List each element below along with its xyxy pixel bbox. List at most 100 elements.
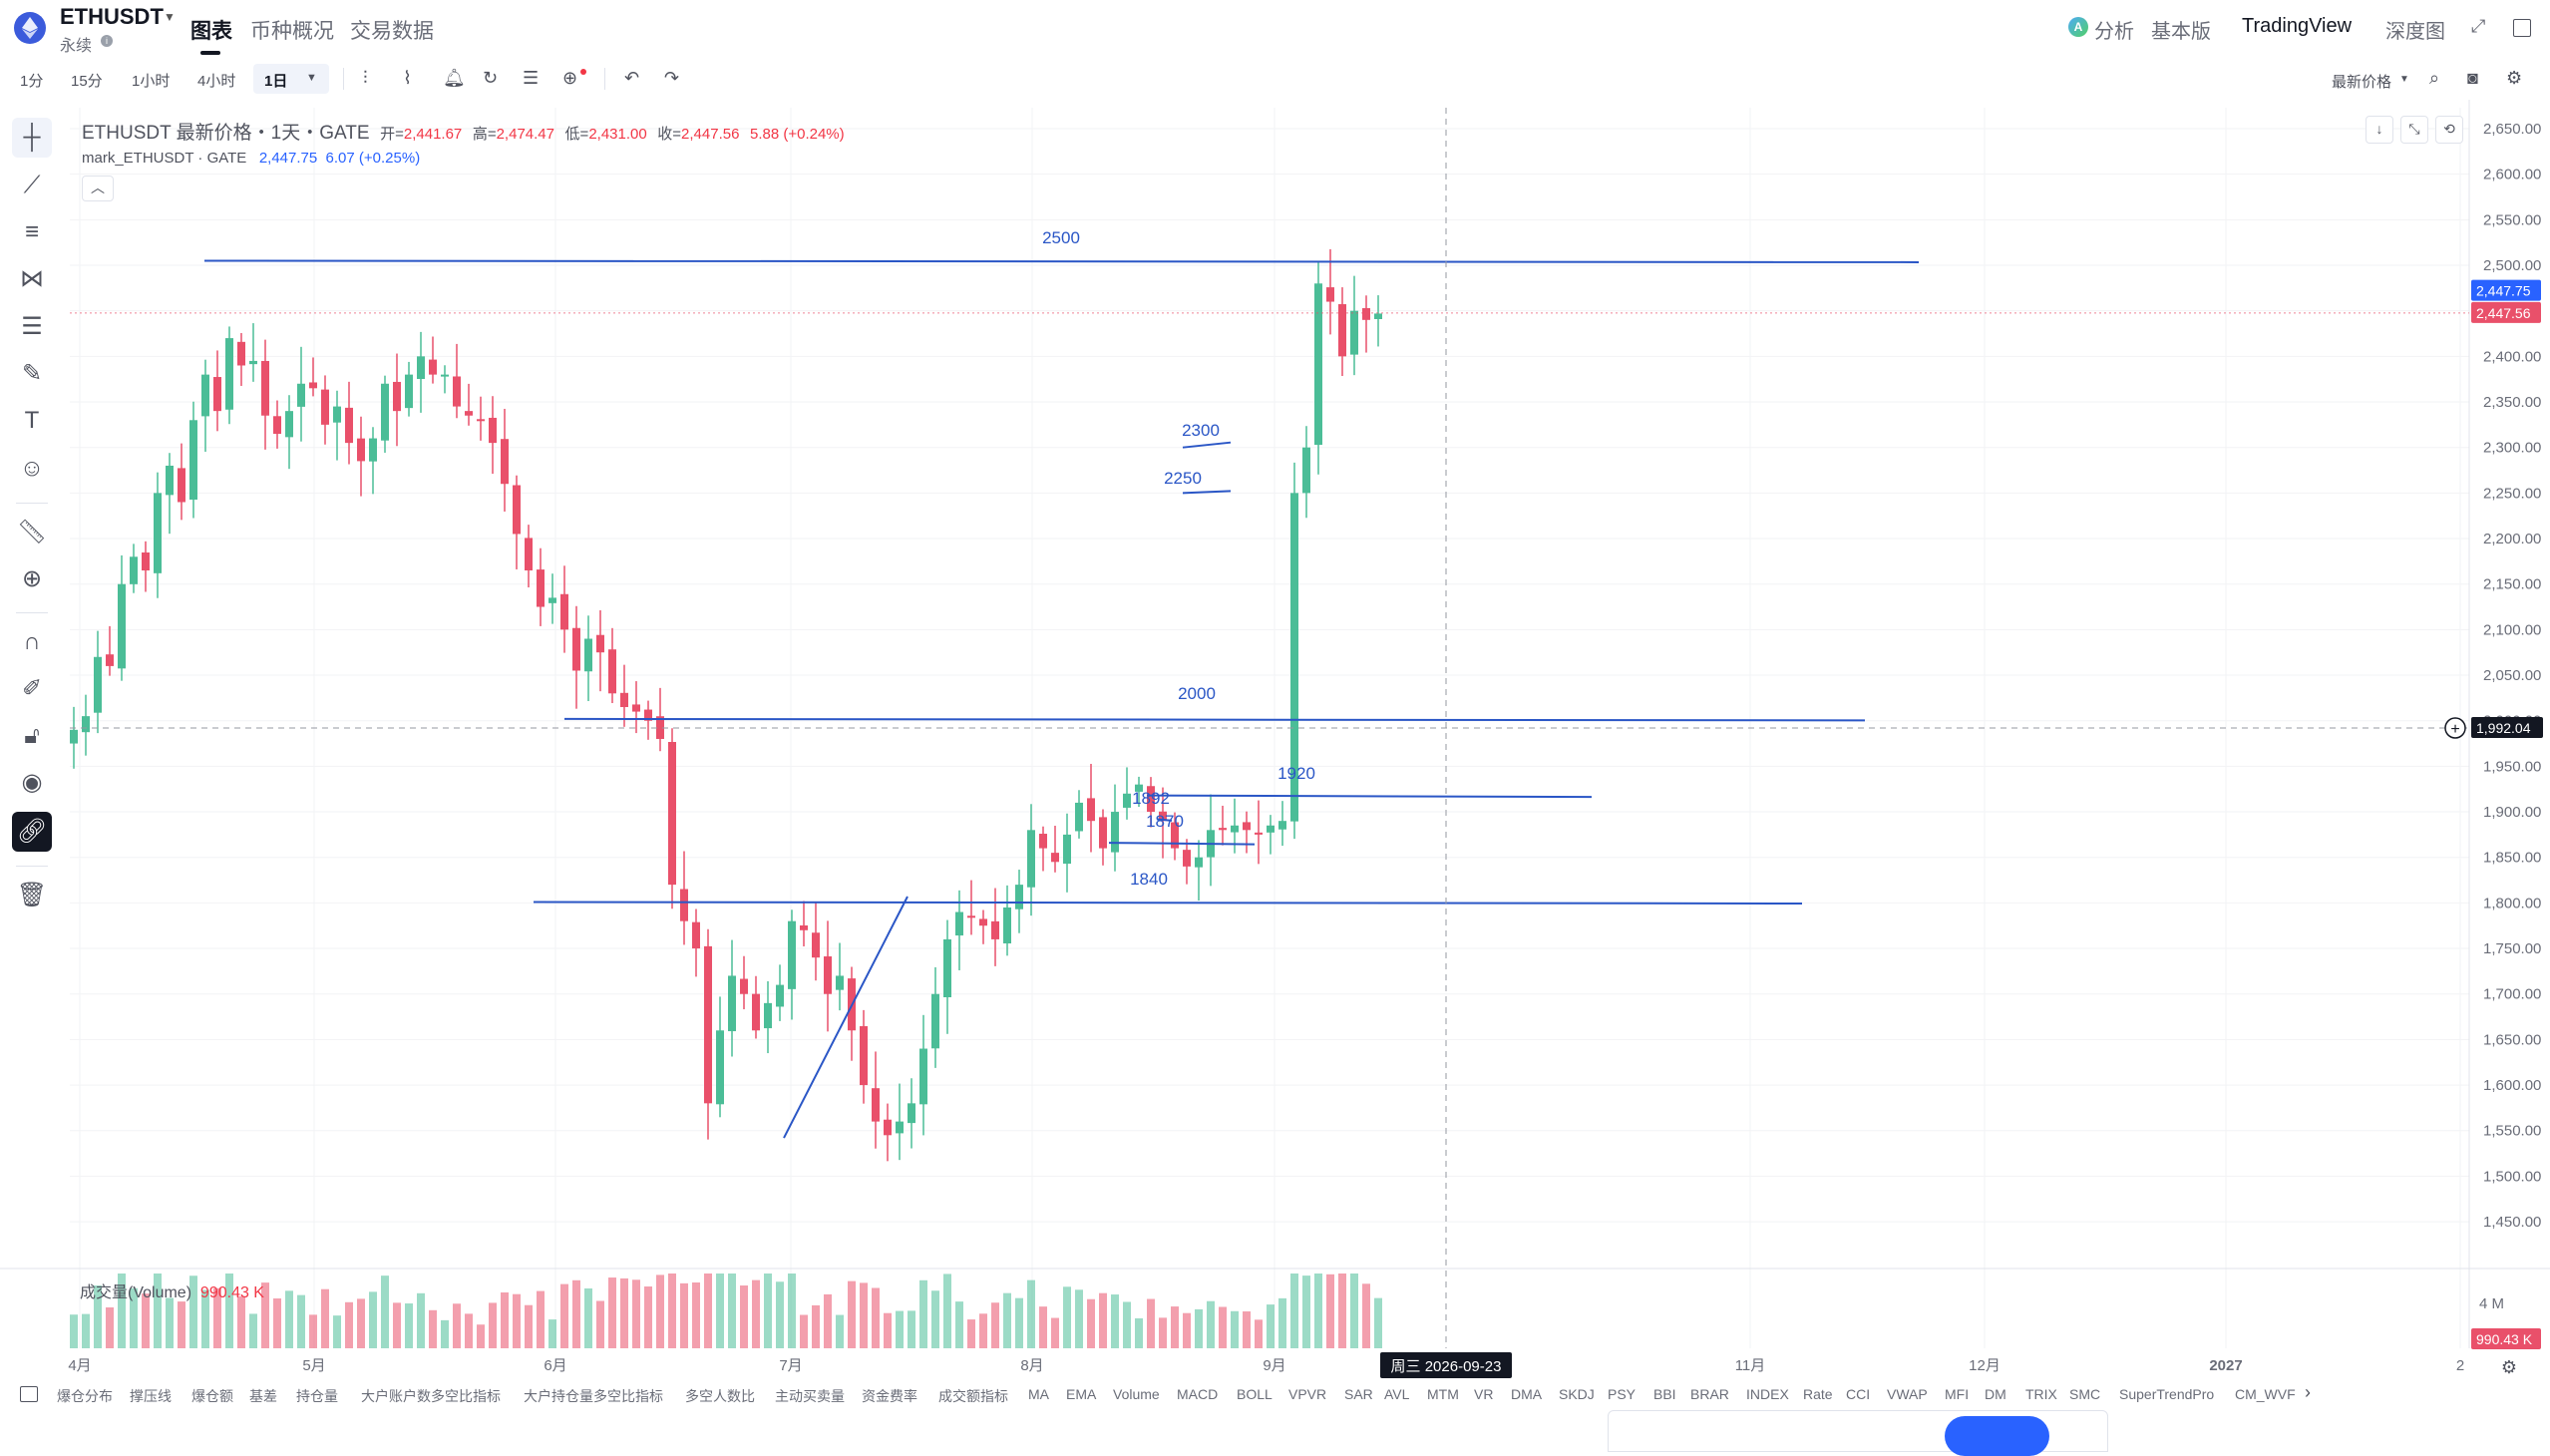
maximize-icon[interactable] — [2513, 19, 2531, 37]
undo-icon[interactable]: ↶ — [624, 68, 640, 88]
ai-analysis-icon[interactable]: A — [2068, 17, 2088, 37]
indicator-0[interactable]: 爆仓分布 — [57, 1388, 113, 1404]
indicator-21[interactable]: DMA — [1511, 1386, 1543, 1402]
indicators-icon[interactable]: ⌇ — [403, 68, 412, 88]
indicator-3[interactable]: 基差 — [249, 1388, 277, 1404]
indicator-16[interactable]: VPVR — [1288, 1386, 1327, 1402]
indicator-scroll-right-icon[interactable]: › — [2305, 1382, 2311, 1402]
compress-icon[interactable]: ⤡ — [2400, 116, 2428, 144]
indicator-32[interactable]: TRIX — [2025, 1386, 2057, 1402]
add-icon[interactable]: ⊕ — [562, 68, 578, 88]
timeframe-1d[interactable]: 1日 — [264, 73, 288, 90]
tab-chart[interactable]: 图表 — [190, 20, 232, 43]
reset-chart-icon[interactable]: ⟲ — [2435, 116, 2463, 144]
indicator-34[interactable]: SuperTrendPro — [2119, 1386, 2215, 1402]
indicator-33[interactable]: SMC — [2069, 1386, 2101, 1402]
depth-chart-button[interactable]: 深度图 — [2385, 21, 2445, 43]
indicator-26[interactable]: INDEX — [1746, 1386, 1789, 1402]
zoom-icon[interactable]: ⊕ — [21, 565, 43, 592]
timeframe-dropdown-icon[interactable]: ▼ — [306, 72, 317, 84]
indicator-15[interactable]: BOLL — [1237, 1386, 1273, 1402]
basic-view-button[interactable]: 基本版 — [2151, 21, 2211, 43]
emoji-icon[interactable]: ☺ — [19, 455, 45, 482]
tab-coin-overview[interactable]: 币种概况 — [250, 20, 334, 43]
indicator-10[interactable]: 成交额指标 — [938, 1388, 1008, 1404]
indicator-19[interactable]: MTM — [1427, 1386, 1459, 1402]
indicator-27[interactable]: Rate — [1803, 1386, 1833, 1402]
indicator-31[interactable]: DM — [1985, 1386, 2006, 1402]
candle-type-icon[interactable]: ⫶ — [363, 68, 368, 88]
ruler-icon[interactable]: 📏︎ — [16, 519, 48, 546]
indicator-7[interactable]: 多空人数比 — [685, 1388, 755, 1404]
pattern-icon[interactable]: ⋈ — [20, 265, 44, 292]
indicator-24[interactable]: BBI — [1653, 1386, 1676, 1402]
indicator-28[interactable]: CCI — [1846, 1386, 1871, 1402]
collapse-legend-button[interactable]: ︿ — [82, 176, 114, 201]
search-icon[interactable]: ⌕ — [2429, 68, 2440, 88]
volume-bar — [800, 1314, 808, 1348]
candle-body — [1362, 308, 1370, 320]
replay-icon[interactable]: ↻ — [483, 68, 499, 88]
indicator-25[interactable]: BRAR — [1690, 1386, 1729, 1402]
indicator-9[interactable]: 资金费率 — [862, 1388, 917, 1404]
indicator-11[interactable]: MA — [1028, 1386, 1049, 1402]
last-price-badge-bg — [2471, 301, 2541, 323]
timeframe-1h[interactable]: 1小时 — [132, 73, 171, 90]
scroll-down-icon[interactable]: ↓ — [2366, 116, 2393, 144]
crosshair-icon[interactable]: ┼ — [12, 118, 52, 158]
timeframe-4h[interactable]: 4小时 — [197, 73, 236, 90]
timeframe-15m[interactable]: 15分 — [71, 73, 103, 90]
indicator-5[interactable]: 大户账户数多空比指标 — [361, 1388, 501, 1404]
parallel-channel-icon[interactable]: ≡ — [24, 218, 39, 245]
text-icon[interactable]: T — [24, 407, 40, 434]
indicator-2[interactable]: 爆仓额 — [191, 1388, 233, 1404]
lock-icon[interactable]: 🔓︎ — [24, 722, 40, 749]
indicator-30[interactable]: MFI — [1945, 1386, 1970, 1402]
indicator-12[interactable]: EMA — [1066, 1386, 1097, 1402]
price-type-select[interactable]: 最新价格 — [2332, 74, 2392, 91]
indicator-4[interactable]: 持仓量 — [296, 1388, 338, 1404]
symbol-name[interactable]: ETHUSDT — [60, 4, 164, 29]
indicator-13[interactable]: Volume — [1113, 1386, 1160, 1402]
timeframe-1m[interactable]: 1分 — [20, 73, 44, 90]
indicator-1[interactable]: 撑压线 — [130, 1388, 172, 1404]
indicator-17[interactable]: SAR — [1344, 1386, 1373, 1402]
indicator-18[interactable]: AVL — [1384, 1386, 1410, 1402]
crosshair-date-badge: 周三 2026-09-23 — [1391, 1358, 1502, 1375]
analysis-button[interactable]: 分析 — [2094, 21, 2134, 43]
eye-icon[interactable]: ◉ — [21, 769, 43, 796]
tab-trading-data[interactable]: 交易数据 — [350, 20, 434, 43]
settings-icon[interactable]: ⚙ — [2506, 68, 2523, 88]
alert-icon[interactable]: 🔔︎ — [443, 68, 466, 88]
trend-line-icon[interactable]: ⟋ — [23, 172, 41, 198]
template-icon[interactable]: ☰ — [523, 68, 540, 88]
indicator-29[interactable]: VWAP — [1887, 1386, 1928, 1402]
indicator-23[interactable]: PSY — [1608, 1386, 1637, 1402]
indicator-20[interactable]: VR — [1474, 1386, 1494, 1402]
candle-body — [884, 1119, 892, 1136]
magnet-icon[interactable]: ∩ — [23, 628, 41, 655]
camera-icon[interactable]: ◙ — [2467, 68, 2478, 88]
fib-icon[interactable]: ☰ — [21, 313, 43, 340]
candle-body — [1350, 310, 1358, 355]
indicator-panel-icon[interactable] — [20, 1386, 38, 1402]
active-tab-indicator — [200, 51, 220, 55]
indicator-14[interactable]: MACD — [1177, 1386, 1219, 1402]
indicator-6[interactable]: 大户持仓量多空比指标 — [524, 1388, 663, 1404]
symbol-dropdown-icon[interactable]: ▼ — [164, 10, 176, 24]
indicator-22[interactable]: SKDJ — [1559, 1386, 1595, 1402]
redo-icon[interactable]: ↷ — [664, 68, 680, 88]
price-type-dropdown-icon[interactable]: ▼ — [2399, 74, 2409, 85]
tradingview-button[interactable]: TradingView — [2242, 15, 2353, 37]
indicator-35[interactable]: CM_WVF — [2235, 1386, 2296, 1402]
lock-drawing-icon[interactable]: ✐ — [21, 675, 43, 702]
info-icon[interactable]: i — [101, 35, 113, 47]
bottom-action-button-partial[interactable] — [1945, 1416, 2049, 1456]
link-icon[interactable]: 🔗︎ — [12, 812, 52, 852]
candle-body — [1374, 313, 1382, 319]
indicator-8[interactable]: 主动买卖量 — [775, 1388, 845, 1404]
brush-icon[interactable]: ✎ — [21, 360, 43, 387]
fullscreen-icon[interactable]: ⤢ — [2471, 16, 2486, 36]
trash-icon[interactable]: 🗑︎ — [16, 882, 48, 909]
